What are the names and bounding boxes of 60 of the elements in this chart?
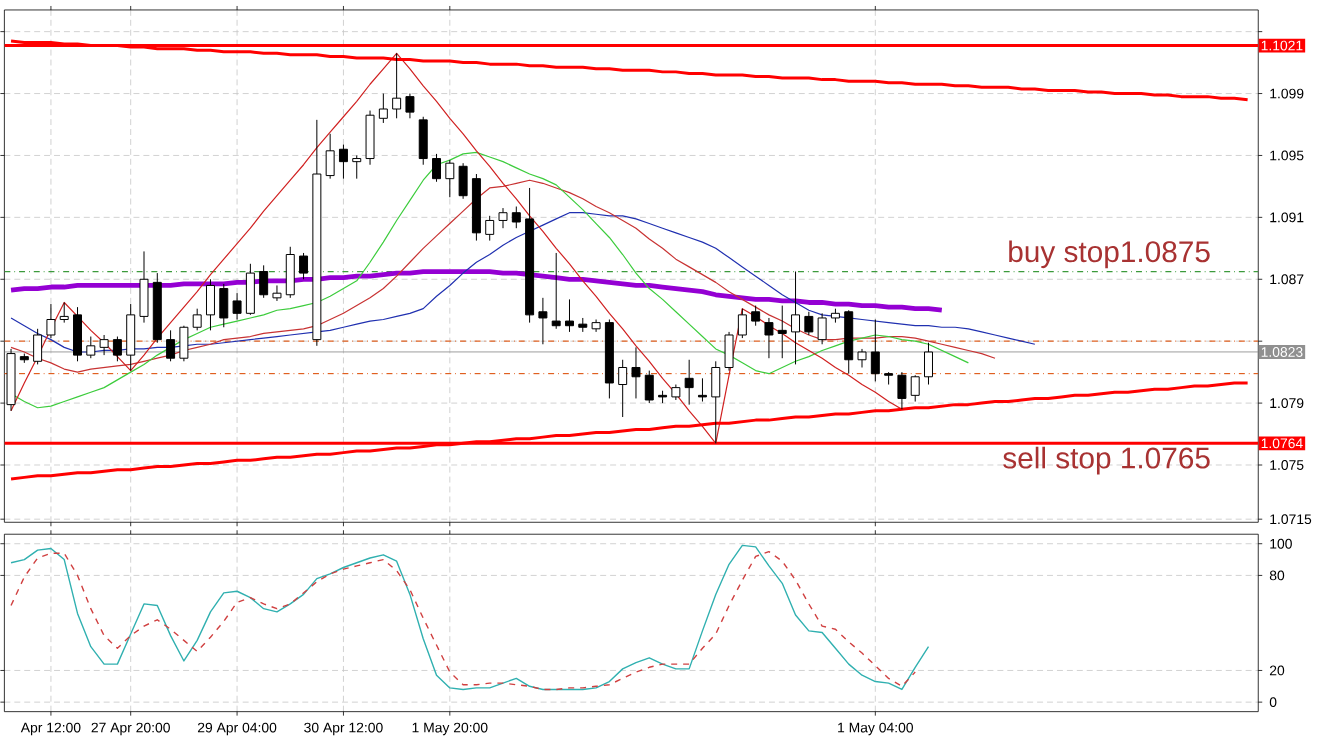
candlestick	[126, 303, 136, 372]
candlestick	[751, 305, 761, 327]
candlestick	[33, 328, 43, 366]
candlestick	[804, 311, 814, 336]
candlestick	[232, 292, 242, 321]
candlestick	[365, 110, 375, 166]
candlestick	[285, 246, 295, 299]
candlestick	[565, 299, 574, 333]
candlestick	[791, 271, 801, 366]
candlestick	[711, 361, 721, 445]
candlestick	[870, 319, 880, 383]
candlestick	[99, 334, 109, 356]
candlestick	[299, 252, 309, 281]
candlestick	[485, 215, 495, 242]
annotation: buy stop1.0875	[1009, 240, 1210, 269]
line-series	[10, 52, 903, 445]
candlestick	[86, 336, 96, 359]
candlestick	[631, 347, 641, 400]
candlestick	[139, 251, 149, 324]
candlestick	[325, 133, 335, 180]
candlestick	[644, 370, 654, 404]
candlestick	[46, 303, 56, 339]
candlestick	[551, 252, 561, 330]
candlestick	[245, 263, 255, 316]
candlestick	[405, 93, 415, 120]
candlestick	[352, 155, 362, 180]
candlestick	[418, 116, 428, 166]
candlestick	[817, 313, 827, 346]
candlestick	[338, 144, 348, 180]
candlestick	[857, 348, 867, 369]
candlestick	[445, 159, 455, 198]
candlestick	[910, 374, 920, 403]
annotation: sell stop 1.0765	[1003, 446, 1210, 475]
candlestick	[777, 305, 787, 359]
candlestick	[724, 331, 734, 372]
candlestick	[618, 359, 628, 418]
candlestick	[112, 336, 122, 363]
candlestick	[458, 162, 468, 200]
candlestick	[219, 283, 229, 328]
candlestick	[272, 285, 282, 302]
candlestick	[59, 302, 69, 324]
candlestick	[764, 317, 774, 359]
candlestick	[192, 308, 202, 332]
candlestick	[392, 53, 402, 120]
candlestick	[206, 279, 215, 332]
candlestick	[897, 371, 907, 411]
candlestick	[179, 325, 189, 363]
candlestick	[498, 207, 508, 229]
candlestick	[73, 306, 82, 363]
candlestick	[259, 265, 269, 299]
candlestick	[432, 153, 442, 183]
candlestick	[538, 297, 548, 346]
candlestick	[844, 309, 854, 375]
candlestick	[166, 330, 176, 363]
candlestick	[511, 206, 521, 229]
candlestick	[378, 93, 388, 124]
candlestick	[924, 342, 933, 386]
candlestick	[737, 308, 747, 339]
candlestick	[684, 359, 694, 406]
candlestick	[697, 378, 707, 403]
